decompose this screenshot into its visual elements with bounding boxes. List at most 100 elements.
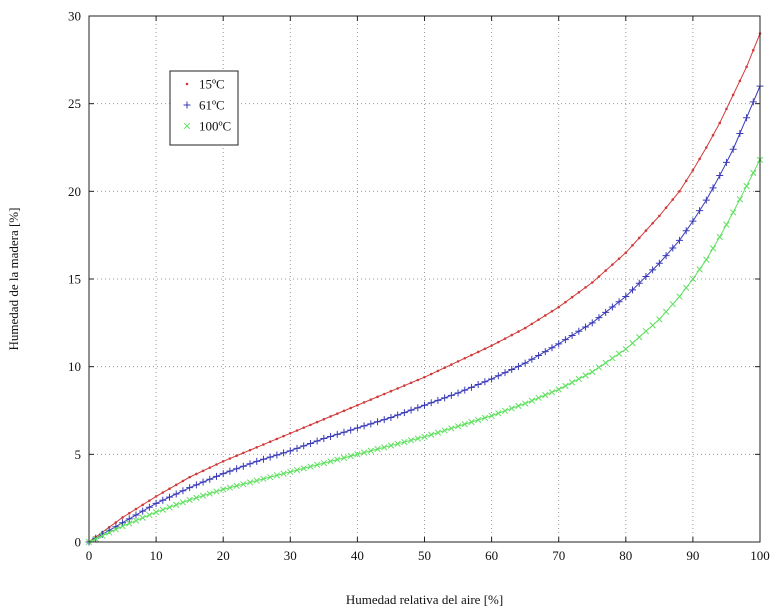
data-point: [259, 455, 267, 463]
legend-entry-label: 61ºC: [199, 98, 225, 113]
data-point: [212, 472, 220, 480]
data-point: [447, 391, 455, 399]
legend-marker: [185, 82, 189, 86]
data-point: [658, 214, 661, 218]
x-tick-label: 40: [351, 548, 364, 563]
data-point: [615, 298, 623, 306]
data-point: [644, 229, 648, 232]
data-point: [629, 340, 636, 347]
data-point: [126, 520, 133, 527]
x-tick-label: 10: [150, 548, 163, 563]
data-point: [456, 360, 460, 363]
data-point: [360, 422, 368, 430]
data-point: [494, 372, 502, 380]
data-point: [356, 403, 359, 407]
data-point: [188, 475, 191, 479]
data-point: [662, 252, 670, 260]
legend: 15ºC 61ºC 100ºC: [169, 70, 239, 146]
data-point: [347, 452, 354, 460]
y-tick-label: 20: [68, 184, 81, 199]
x-tick-label: 90: [686, 548, 699, 563]
data-point: [273, 472, 281, 479]
data-point: [517, 330, 520, 333]
series-3: [85, 156, 764, 546]
data-point: [611, 263, 614, 266]
data-point: [597, 275, 601, 278]
data-point: [280, 470, 287, 477]
data-point: [201, 469, 205, 473]
data-point: [481, 414, 489, 422]
data-point: [537, 318, 540, 321]
data-point: [320, 435, 328, 443]
data-point: [146, 511, 153, 519]
data-point: [382, 392, 386, 396]
data-point: [127, 511, 131, 515]
data-point: [260, 475, 267, 483]
data-point: [307, 463, 314, 470]
x-tick-label: 20: [217, 548, 230, 563]
data-point: [367, 420, 375, 428]
data-point: [570, 295, 574, 299]
data-point: [631, 244, 634, 247]
data-point: [213, 488, 220, 495]
y-tick-label: 30: [68, 9, 81, 24]
data-point: [119, 523, 126, 530]
data-point: [689, 217, 697, 225]
x-axis-label: Humedad relativa del aire [%]: [346, 592, 503, 607]
data-point: [416, 378, 420, 382]
data-point: [662, 308, 670, 315]
data-point: [702, 196, 710, 204]
x-tick-label: 80: [619, 548, 632, 563]
data-point: [434, 429, 442, 436]
data-point: [675, 236, 683, 244]
data-point: [510, 333, 514, 337]
data-point: [454, 423, 462, 430]
data-point: [293, 444, 301, 452]
data-point: [313, 437, 321, 445]
data-point: [575, 327, 583, 335]
data-point: [577, 291, 581, 294]
data-point: [488, 412, 495, 419]
x-tick-label: 100: [750, 548, 770, 563]
data-point: [608, 303, 616, 311]
data-point: [716, 233, 723, 241]
data-point: [166, 504, 173, 511]
data-point: [461, 421, 468, 428]
data-point: [683, 284, 690, 291]
data-point: [132, 517, 140, 524]
data-point: [743, 182, 750, 190]
data-point: [497, 340, 500, 344]
y-tick-labels: 0 5 10 15 20 25 30: [68, 9, 760, 550]
data-point: [342, 409, 346, 413]
data-point: [664, 206, 668, 209]
data-point: [233, 465, 241, 473]
data-point: [268, 440, 272, 444]
series-1: [87, 32, 762, 544]
data-point: [501, 369, 509, 377]
data-point: [179, 487, 187, 495]
data-point: [751, 48, 755, 52]
data-point: [716, 172, 724, 180]
data-point: [159, 496, 167, 504]
data-point: [725, 107, 728, 111]
data-point: [609, 355, 616, 362]
data-point: [557, 305, 560, 309]
data-point: [139, 514, 146, 521]
data-point: [362, 401, 366, 404]
data-point: [467, 383, 475, 391]
data-point: [582, 372, 589, 379]
data-point: [246, 460, 254, 468]
data-point: [226, 484, 234, 491]
data-point: [233, 482, 240, 490]
data-point: [121, 516, 124, 519]
data-point: [730, 209, 737, 216]
data-point: [376, 395, 379, 399]
data-point: [315, 420, 319, 424]
data-point: [636, 334, 643, 341]
data-point: [671, 198, 675, 201]
data-point: [454, 389, 462, 397]
data-point: [166, 493, 174, 501]
data-point: [575, 375, 582, 383]
data-point: [105, 529, 113, 536]
y-tick-label: 25: [68, 96, 81, 111]
